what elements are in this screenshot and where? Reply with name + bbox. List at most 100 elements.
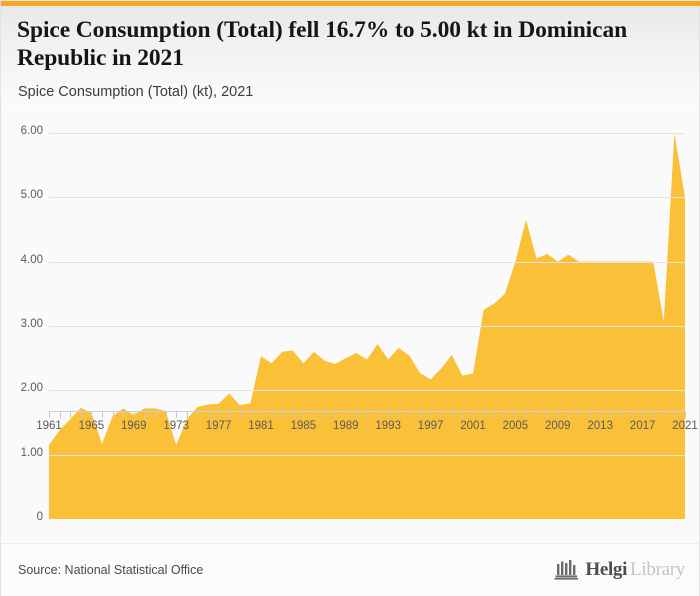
x-axis-tick — [91, 411, 93, 418]
y-gridline — [49, 390, 685, 392]
x-axis-tick-label: 1993 — [375, 420, 401, 432]
x-axis-tick — [526, 411, 527, 418]
x-axis-tick — [632, 411, 633, 418]
x-axis-tick-label: 2001 — [460, 420, 486, 432]
x-axis-tick — [557, 411, 559, 418]
x-axis-tick-label: 1985 — [290, 420, 317, 432]
x-axis-tick — [547, 411, 549, 418]
x-axis-tick-label: 1997 — [417, 420, 444, 432]
x-axis-tick — [250, 411, 252, 418]
y-axis-tick-label: 6.00 — [20, 125, 43, 137]
y-gridline — [49, 261, 685, 263]
source-note: Source: National Statistical Office — [18, 563, 204, 577]
x-axis-tick — [398, 411, 400, 418]
x-axis-tick — [367, 411, 368, 418]
x-axis-tick — [186, 411, 188, 418]
chart-subtitle: Spice Consumption (Total) (kt), 2021 — [18, 84, 254, 100]
library-building-icon — [554, 560, 579, 580]
x-axis-tick — [335, 411, 337, 418]
x-axis-tick — [239, 411, 241, 418]
x-axis-tick — [112, 411, 114, 418]
y-gridline — [49, 326, 685, 327]
x-axis-tick-label: 2005 — [502, 420, 529, 432]
x-axis-tick — [473, 411, 474, 418]
x-axis-tick — [579, 411, 580, 418]
x-axis-tick — [409, 411, 411, 418]
x-axis-tick — [102, 411, 103, 418]
x-axis-tick — [568, 411, 570, 418]
logo-text-helgi: Helgi — [585, 559, 628, 580]
x-axis-tick — [589, 411, 591, 418]
y-axis-tick-label: 4.00 — [20, 253, 43, 266]
x-axis-tick — [483, 411, 485, 418]
x-axis-tick-label: 1977 — [205, 420, 232, 432]
x-axis-tick — [610, 411, 612, 418]
x-axis-tick — [229, 411, 231, 418]
x-axis-tick — [494, 411, 496, 418]
x-axis-tick-label: 2009 — [545, 420, 571, 432]
x-axis-tick — [80, 411, 82, 418]
x-axis-tick — [345, 411, 347, 418]
x-axis-tick — [388, 411, 390, 418]
x-axis-tick — [292, 411, 294, 418]
x-axis-tick — [176, 411, 178, 418]
x-axis-tick — [70, 411, 72, 418]
chart-header: Spice Consumption (Total) fell 16.7% to … — [1, 6, 699, 109]
x-axis-tick — [504, 411, 506, 418]
y-axis-tick-label: 1.00 — [20, 446, 43, 459]
x-axis-tick — [208, 411, 209, 418]
y-gridline — [49, 133, 685, 134]
x-axis-tick — [144, 411, 146, 418]
x-axis-tick — [271, 411, 273, 418]
x-axis-tick — [642, 411, 644, 418]
x-axis-tick — [441, 411, 443, 418]
x-axis-tick — [218, 411, 220, 418]
x-axis-tick — [197, 411, 199, 418]
x-axis-tick — [663, 411, 665, 418]
x-axis-tick — [261, 411, 262, 418]
top-accent-bar — [1, 1, 700, 6]
x-axis-tick — [133, 411, 135, 418]
x-axis-tick — [165, 411, 167, 418]
plot-canvas — [49, 133, 685, 519]
x-axis-tick-label: 2021 — [672, 420, 698, 432]
x-axis-tick — [155, 411, 156, 418]
x-axis-tick — [430, 411, 432, 418]
y-gridline — [49, 197, 685, 199]
x-axis-tick — [377, 411, 379, 418]
helgi-library-logo[interactable]: Helgi Library — [554, 557, 685, 583]
x-axis-tick — [49, 411, 50, 418]
x-axis-tick — [685, 411, 686, 418]
y-gridline — [49, 454, 685, 456]
x-axis-tick — [282, 411, 284, 418]
x-axis: 1961 1965 1969 1973 1977 1981 1985 1989 1993 1997… — [36, 411, 698, 441]
x-axis-tick — [303, 411, 305, 418]
x-axis-tick-label: 1969 — [121, 420, 147, 432]
y-axis-tick-label: 0 — [36, 511, 43, 523]
x-axis-tick — [653, 411, 655, 418]
x-axis-tick-label: 1965 — [78, 420, 105, 432]
x-axis-tick — [451, 411, 453, 418]
x-axis-tick-label: 2013 — [587, 420, 613, 432]
x-axis-tick — [356, 411, 358, 418]
x-axis-tick — [621, 411, 623, 418]
x-axis-tick-label: 2017 — [629, 420, 656, 432]
y-axis-tick-label: 3.00 — [20, 318, 43, 330]
chart-footer: Source: National Statistical Office Helg… — [1, 543, 699, 596]
area-series-svg — [49, 133, 685, 519]
x-axis-tick — [600, 411, 602, 418]
x-axis-tick — [324, 411, 326, 418]
x-axis-tick-label: 1989 — [333, 420, 359, 432]
x-axis-tick — [314, 411, 315, 418]
x-axis-tick — [515, 411, 517, 418]
x-axis-tick — [462, 411, 464, 418]
y-axis-tick-label: 2.00 — [20, 382, 43, 395]
x-axis-tick-label: 1973 — [163, 420, 189, 432]
x-axis-tick — [674, 411, 676, 418]
x-axis-tick — [536, 411, 538, 418]
area-series-path — [49, 133, 685, 519]
x-axis-tick — [123, 411, 125, 418]
x-axis-tick-label: 1961 — [36, 420, 62, 432]
x-axis-tick — [59, 411, 61, 418]
